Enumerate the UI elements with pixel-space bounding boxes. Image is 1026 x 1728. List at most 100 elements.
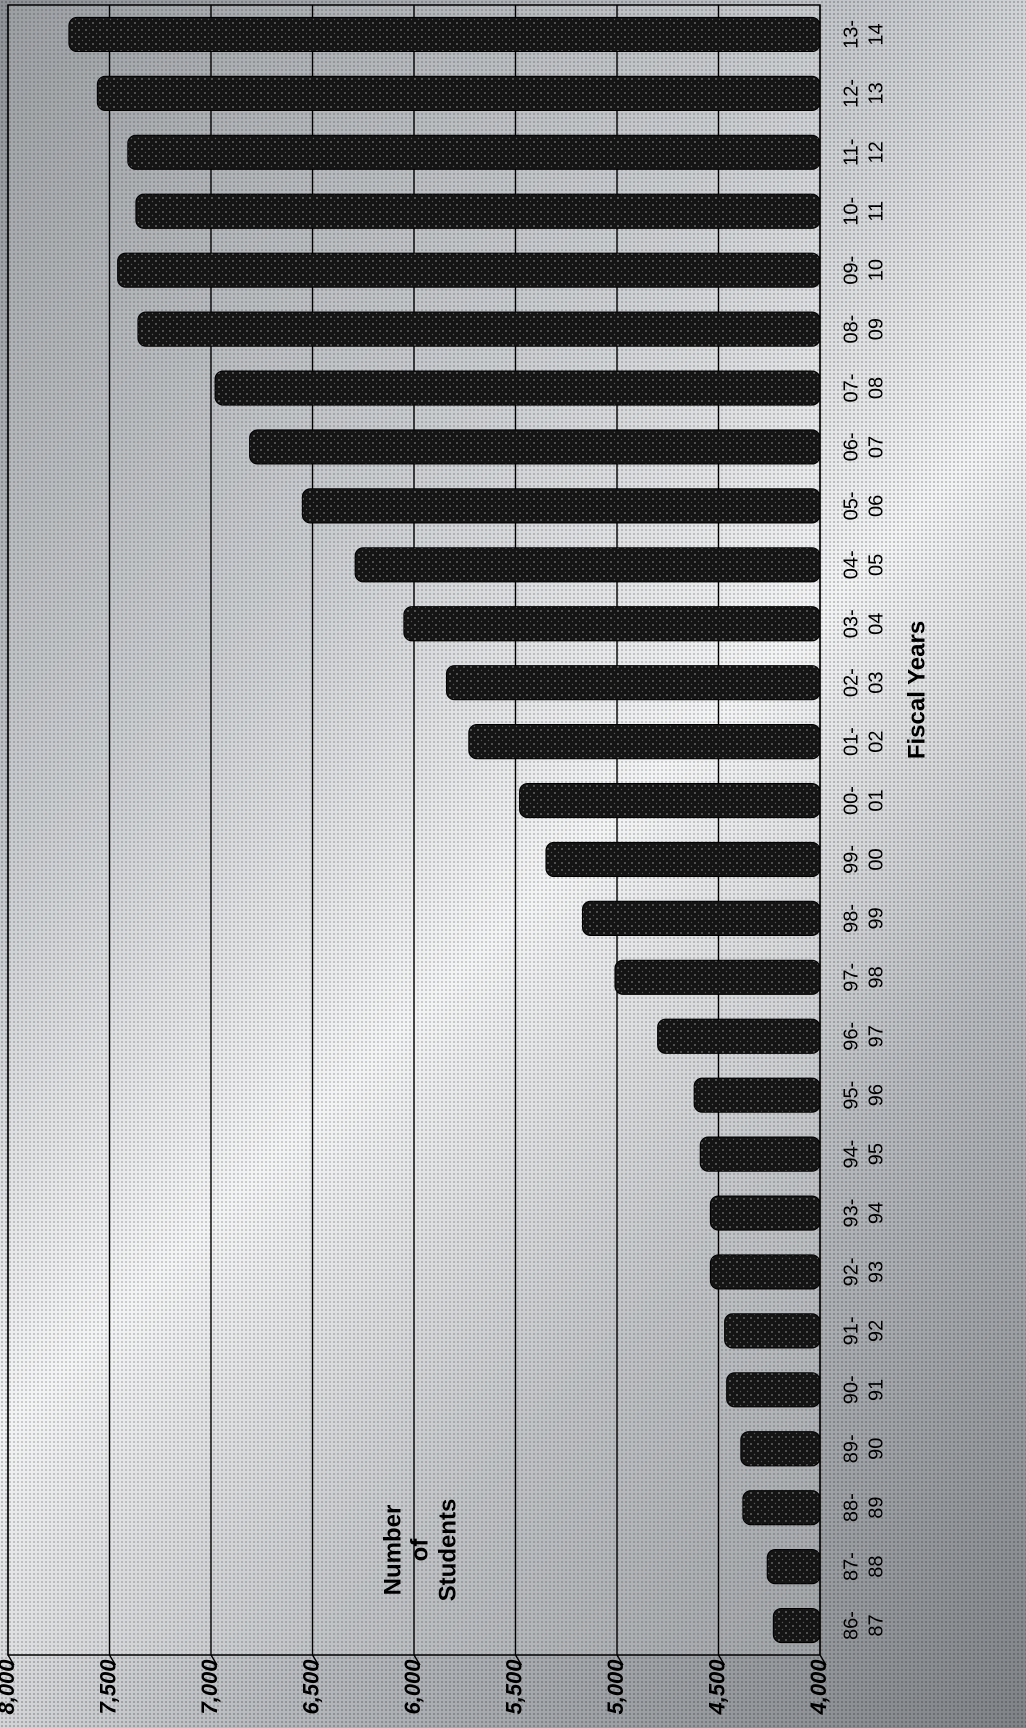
category-label: 95-: [840, 1081, 862, 1110]
tick-mark: [413, 1654, 421, 1666]
bar: [726, 1372, 821, 1408]
category-label: 10-: [840, 197, 862, 226]
category-label: 05-: [840, 491, 862, 520]
category-label: 13: [865, 82, 887, 104]
bar: [724, 1313, 821, 1349]
category-label: 05: [865, 554, 887, 576]
category-label: 08: [865, 377, 887, 399]
category-label: 14: [865, 23, 887, 45]
category-label: 10: [865, 259, 887, 281]
tick-mark: [514, 1654, 523, 1666]
category-label: 87-: [840, 1552, 862, 1581]
category-label: 02-: [840, 668, 862, 697]
category-label: 09: [865, 318, 887, 340]
category-label: 03-: [840, 609, 862, 638]
y-tick-label: 7,000: [197, 1659, 222, 1715]
y-axis-label-line: Number: [379, 1505, 406, 1596]
bar: [301, 488, 821, 524]
category-label: 93: [865, 1261, 887, 1283]
bar: [709, 1254, 821, 1290]
category-label: 09-: [840, 256, 862, 285]
category-label: 88-: [840, 1493, 862, 1522]
category-label: 97: [865, 1025, 887, 1047]
plot-area: [7, 4, 821, 1656]
category-label: 87: [865, 1614, 887, 1636]
bar: [135, 193, 821, 229]
tick-mark: [210, 1654, 218, 1666]
category-label: 91: [865, 1379, 887, 1401]
category-label: 92-: [840, 1258, 862, 1287]
bar: [709, 1195, 821, 1231]
category-label: 97-: [840, 963, 862, 992]
bar: [445, 665, 821, 701]
y-tick-label: 8,000: [0, 1659, 19, 1715]
bar: [354, 547, 821, 583]
category-label: 86-: [840, 1611, 862, 1640]
category-label: 89: [865, 1497, 887, 1519]
y-tick-label: 7,500: [95, 1659, 120, 1715]
category-label: 90-: [840, 1375, 862, 1404]
y-tick-label: 6,500: [298, 1659, 323, 1715]
category-label: 11-: [840, 139, 862, 166]
category-label: 92: [865, 1320, 887, 1342]
category-label: 07: [865, 436, 887, 458]
y-tick-label: 4,000: [806, 1659, 831, 1716]
category-label: 13-: [840, 20, 862, 49]
category-label: 00-: [840, 786, 862, 815]
y-tick-label: 4,500: [704, 1659, 729, 1716]
bar: [519, 782, 821, 819]
bar: [96, 75, 821, 111]
bar: [740, 1431, 821, 1467]
category-label: 01: [865, 789, 887, 811]
category-label: 06-: [840, 433, 862, 462]
bar: [468, 724, 821, 760]
category-label: 04-: [840, 550, 862, 579]
bar: [742, 1490, 821, 1526]
category-label: 96-: [840, 1022, 862, 1051]
category-label: 02: [865, 730, 887, 752]
tick-mark: [819, 1654, 827, 1666]
bar: [772, 1607, 821, 1644]
y-axis-ticks: 4,000 4,500 5,000 5,500 6,000 6,500 7,000 7,500…: [0, 1654, 831, 1716]
category-label: 98: [865, 966, 887, 988]
tick-mark: [108, 1654, 117, 1666]
category-label: 98-: [840, 904, 862, 933]
category-label: 93-: [840, 1199, 862, 1228]
bar: [68, 16, 821, 53]
y-axis-label-line: Students: [434, 1499, 461, 1602]
tick-mark: [717, 1654, 726, 1666]
category-label: 99-: [840, 845, 862, 874]
bar: [127, 134, 821, 170]
y-tick-label: 6,000: [400, 1659, 425, 1715]
bar: [545, 841, 821, 878]
category-label: 07-: [840, 374, 862, 403]
category-label: 89-: [840, 1434, 862, 1463]
bar: [614, 959, 821, 995]
category-label: 08-: [840, 315, 862, 344]
category-label: 99: [865, 907, 887, 929]
category-label: 03: [865, 672, 887, 694]
category-label: 91-: [840, 1316, 862, 1345]
bar: [766, 1549, 821, 1585]
category-label: 04: [865, 613, 887, 635]
bar: [249, 429, 821, 465]
category-label: 01-: [840, 727, 862, 756]
category-label: 96: [865, 1084, 887, 1106]
x-axis-label: Fiscal Years: [903, 621, 930, 759]
y-axis-label-line: of: [406, 1538, 433, 1562]
category-label: 12: [865, 141, 887, 163]
category-label: 00: [865, 848, 887, 870]
bar: [693, 1077, 821, 1113]
tick-mark: [7, 1654, 15, 1666]
bar: [117, 252, 821, 288]
y-tick-label: 5,000: [603, 1659, 628, 1715]
tick-mark: [616, 1654, 624, 1666]
bar: [137, 311, 821, 347]
bar: [581, 900, 821, 936]
category-label: 94: [865, 1202, 887, 1224]
category-label: 95: [865, 1143, 887, 1165]
bar: [403, 606, 821, 642]
y-tick-label: 5,500: [501, 1659, 526, 1715]
